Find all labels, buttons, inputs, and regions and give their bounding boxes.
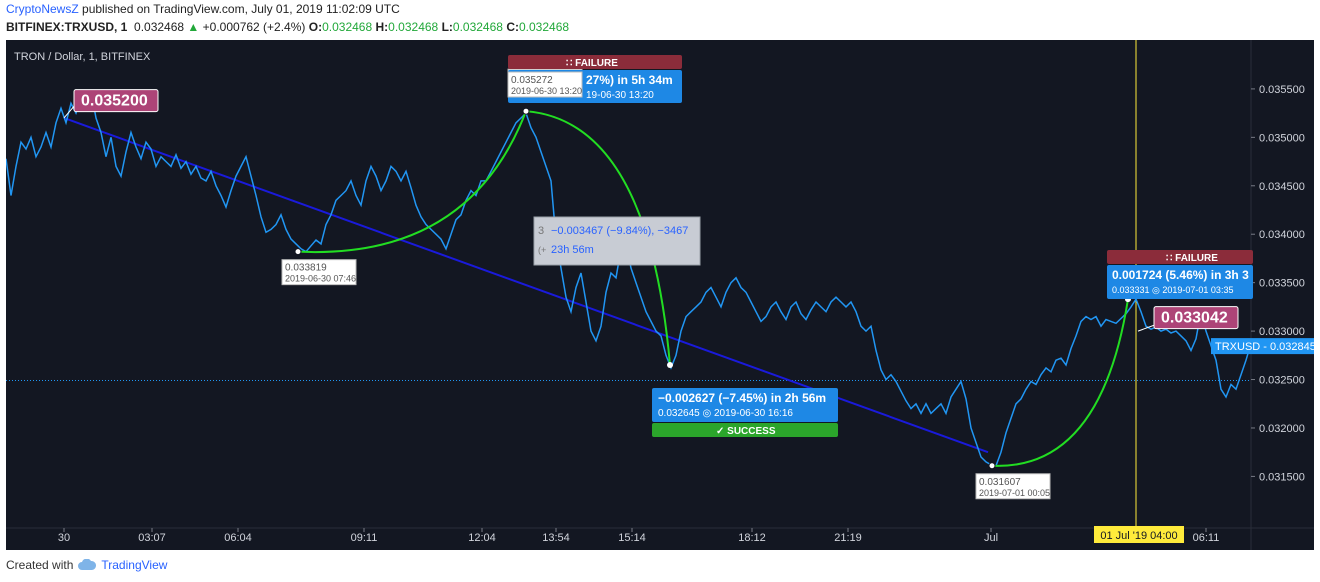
pivot-marker[interactable] [667,362,673,368]
failure-badge-label: ∷ FAILURE [566,58,618,69]
y-tick-label: 0.031500 [1259,471,1305,483]
measure-box[interactable] [533,216,701,266]
pivot-label-top-value: 0.035272 [511,75,553,86]
pivot-label-value: 0.033819 [285,263,327,274]
time-highlight-box [1094,526,1184,543]
x-tick-label: 12:04 [468,532,496,544]
projection-arc[interactable] [991,298,1129,467]
prediction-callout[interactable] [1107,265,1253,299]
price-label-box[interactable] [73,89,159,113]
success-badge-label: ✓ SUCCESS [716,426,776,437]
x-tick-label: 06:04 [224,532,252,544]
current-price-label: TRXUSD - 0.032845 [1215,341,1314,353]
chart-canvas[interactable]: TRON / Dollar, 1, BITFINEX 0.035500 0.0350… [5,40,1316,550]
high-value: 0.032468 [388,20,439,34]
y-tick-label: 0.035500 [1259,84,1305,96]
failure-badge [1107,250,1253,264]
measure-prefix: (+ [538,245,546,255]
pivot-label-value: 0.031607 [979,477,1021,488]
trend-line[interactable] [63,117,989,454]
close-value: 0.032468 [518,20,570,34]
price-series-line [5,90,1251,467]
x-tick-label: 15:14 [618,532,646,544]
y-tick-label: 0.033000 [1259,326,1305,338]
high-label: H: [375,20,389,34]
x-tick-label: 03:07 [138,532,166,544]
success-badge [652,423,838,437]
price-label-text: 0.035200 [81,93,148,110]
prediction-callout-change: −0.002627 (−7.45%) in 2h 56m [658,391,826,405]
measure-prefix: 3 [538,225,544,237]
prediction-callout-change: 27%) in 5h 34m [586,73,673,87]
triangle-up-icon: ▲ [187,20,200,34]
projection-arc[interactable] [297,110,527,254]
pivot-label-date: 2019-06-30 07:46 [285,274,356,284]
y-tick-label: 0.033500 [1259,278,1305,290]
x-tick-label: 30 [58,532,70,544]
price-label-box[interactable] [1153,306,1239,330]
ohlc-bar: BITFINEX:TRXUSD, 1 0.032468 ▲ +0.000762 … [6,20,569,34]
last-price: 0.032468 [134,20,185,34]
change-value: +0.000762 (+2.4%) [202,20,306,34]
failure-badge-label: ∷ FAILURE [1166,253,1218,264]
pivot-label-date: 2019-07-01 00:05 [979,488,1050,498]
close-label: C: [506,20,519,34]
price-label-pointer [63,106,75,119]
pivot-label-top-box [507,71,583,98]
pivot-label-top-date: 2019-06-30 13:20 [511,86,582,96]
pivot-label-box [975,473,1051,500]
publisher-link[interactable]: CryptoNewsZ [6,2,79,16]
published-text: published on TradingView.com, July 01, 2… [82,2,400,16]
tradingview-cloud-icon [78,559,97,570]
chart-title: TRON / Dollar, 1, BITFINEX [14,51,151,63]
projection-arc[interactable] [525,110,671,366]
pivot-marker[interactable] [294,248,302,256]
pivot-marker[interactable] [522,107,530,115]
price-label-pointer [1137,324,1155,332]
tradingview-link[interactable]: TradingView [101,558,168,572]
y-tick-label: 0.034000 [1259,229,1305,241]
prediction-callout-target: 0.033331 ◎ 2019-07-01 03:35 [1112,285,1233,295]
prediction-callout-target: 0.032645 ◎ 2019-06-30 16:16 [658,408,793,419]
x-tick-label: 06:11 [1193,532,1220,544]
x-tick-label: 09:11 [351,532,378,544]
created-with-text: Created with [6,558,74,572]
current-price-tag [1211,338,1314,355]
x-tick-label: 13:54 [542,532,570,544]
low-label: L: [441,20,453,34]
x-tick-label: Jul [984,532,998,544]
price-chart[interactable]: TRON / Dollar, 1, BITFINEX 0.035500 0.0350… [5,40,1316,550]
measure-change: −0.003467 (−9.84%), −3467 [551,225,688,237]
symbol-label: BITFINEX:TRXUSD, 1 [6,20,128,34]
open-value: 0.032468 [322,20,373,34]
open-label: O: [308,20,323,34]
x-tick-label: 21:19 [834,532,862,544]
publish-info: CryptoNewsZ published on TradingView.com… [6,2,400,16]
prediction-callout-target: 19-06-30 13:20 [586,90,654,101]
y-tick-label: 0.034500 [1259,181,1305,193]
time-highlight-label: 01 Jul '19 04:00 [1100,530,1177,542]
failure-badge [508,55,682,69]
y-tick-label: 0.035000 [1259,132,1305,144]
footer: Created with TradingView [6,558,167,572]
prediction-callout[interactable] [652,388,838,422]
measure-duration: 23h 56m [551,244,594,256]
prediction-callout-change: 0.001724 (5.46%) in 3h 3 [1112,268,1249,282]
x-tick-label: 18:12 [738,532,766,544]
low-value: 0.032468 [452,20,503,34]
pivot-marker[interactable] [988,462,996,470]
pivot-label-box [281,259,357,286]
price-label-text: 0.033042 [1161,310,1228,327]
y-tick-label: 0.032500 [1259,375,1305,387]
y-tick-label: 0.032000 [1259,423,1305,435]
